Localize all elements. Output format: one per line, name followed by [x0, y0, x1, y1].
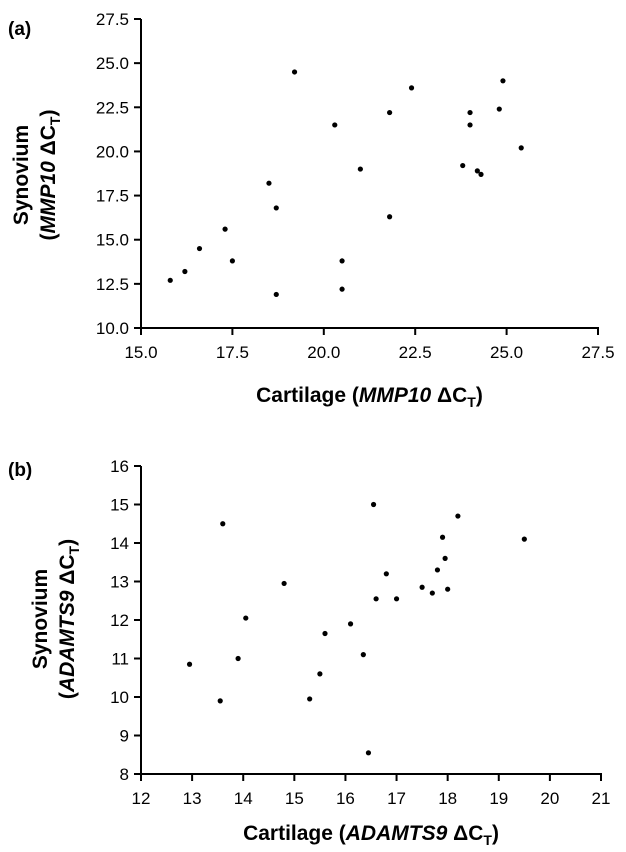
y-tick-label: 17.5	[96, 187, 129, 206]
x-axis-title: Cartilage (MMP10 ΔCT)	[256, 384, 483, 410]
x-tick-label: 15	[285, 789, 304, 808]
x-tick-label: 19	[489, 789, 508, 808]
y-tick-label: 10	[110, 688, 129, 707]
data-point	[291, 69, 298, 75]
data-point	[222, 226, 228, 232]
data-point	[322, 630, 328, 637]
y-tick-label: 14	[110, 534, 129, 553]
y-tick-label: 22.5	[96, 98, 129, 117]
data-point	[439, 534, 446, 540]
x-tick-label: 13	[183, 789, 202, 808]
y-axis-title-line1: Synovium	[29, 569, 52, 669]
data-point	[217, 698, 223, 704]
data-point	[273, 205, 279, 211]
x-tick-label: 17	[387, 789, 406, 808]
data-point	[442, 555, 448, 562]
data-point	[196, 245, 203, 252]
y-tick-label: 8	[120, 765, 129, 784]
data-point	[387, 109, 393, 116]
data-point	[383, 571, 389, 577]
data-point	[496, 106, 502, 112]
y-tick-label: 27.5	[96, 10, 129, 29]
x-tick-label: 16	[336, 789, 355, 808]
y-tick-label: 11	[111, 650, 129, 669]
y-tick-label: 9	[120, 727, 129, 746]
data-point	[357, 166, 363, 172]
x-tick-label: 20.0	[307, 343, 340, 362]
y-tick-label: 13	[110, 573, 129, 592]
data-point	[387, 214, 393, 220]
data-point	[500, 78, 506, 84]
data-point	[339, 258, 345, 264]
y-axis-title-line2: (ADAMTS9 ΔCT)	[56, 539, 82, 699]
panel-label-a: (a)	[8, 19, 32, 40]
data-point	[167, 277, 173, 283]
y-tick-label: 15.0	[96, 231, 129, 250]
x-tick-label: 20	[540, 789, 559, 808]
data-point	[186, 661, 193, 667]
data-point	[408, 85, 415, 91]
data-point	[243, 615, 249, 621]
data-point	[229, 258, 235, 264]
x-tick-label: 12	[132, 789, 151, 808]
y-tick-label: 15	[110, 496, 129, 515]
x-tick-label: 18	[438, 789, 457, 808]
y-tick-label: 25.0	[96, 54, 129, 73]
data-point	[365, 750, 372, 756]
data-point	[360, 652, 366, 658]
y-tick-label: 12.5	[96, 275, 129, 294]
data-point	[317, 671, 323, 677]
x-tick-label: 14	[234, 789, 253, 808]
y-tick-label: 20.0	[96, 142, 129, 161]
y-axis-title: Synovium(ADAMTS9 ΔCT)	[29, 539, 82, 699]
x-tick-label: 25.0	[490, 343, 523, 362]
y-axis-title-line1: Synovium	[10, 125, 33, 225]
x-tick-label: 15.0	[124, 343, 157, 362]
x-tick-label: 17.5	[216, 343, 249, 362]
data-point	[339, 286, 345, 292]
y-tick-label: 12	[110, 611, 129, 630]
data-point	[429, 590, 435, 596]
data-point	[460, 162, 466, 169]
y-tick-label: 10.0	[96, 319, 129, 338]
scatter-plot-mmp10: 15.0 17.5 20.0 22.5 25.0 27.5 10.0 12.5 15.0 17.5…	[10, 10, 615, 410]
x-tick-label: 22.5	[399, 343, 432, 362]
data-point	[307, 696, 313, 702]
x-tick-label: 21	[592, 789, 611, 808]
data-point	[281, 580, 287, 587]
data-point	[393, 596, 400, 602]
x-axis-title: Cartilage (ADAMTS9 ΔCT)	[243, 822, 499, 848]
data-point	[220, 521, 226, 527]
data-point	[332, 122, 338, 128]
data-point	[474, 168, 480, 174]
panel-label-b: (b)	[8, 460, 33, 481]
data-point	[518, 145, 524, 151]
data-point	[347, 621, 354, 627]
y-axis-title-line2: (MMP10 ΔCT)	[37, 109, 63, 240]
data-point	[419, 584, 425, 590]
data-point	[373, 596, 379, 602]
data-point	[467, 109, 473, 116]
data-point	[445, 586, 451, 592]
data-point	[182, 268, 188, 275]
data-point	[370, 501, 377, 508]
data-point	[434, 567, 441, 573]
x-tick-label: 27.5	[581, 343, 614, 362]
y-axis-title: Synovium(MMP10 ΔCT)	[10, 109, 63, 240]
data-point	[235, 655, 241, 662]
data-point	[478, 171, 484, 177]
data-point	[273, 291, 279, 298]
y-tick-label: 16	[110, 457, 129, 476]
scatter-plot-adamts9: 12 13 14 15 16 17 18 19 20 21 8 9 10 11 12 13 14 15 16 Cart…	[29, 457, 610, 848]
data-point	[266, 180, 272, 186]
data-point	[467, 122, 473, 128]
data-point	[521, 536, 527, 542]
data-point	[455, 513, 461, 519]
